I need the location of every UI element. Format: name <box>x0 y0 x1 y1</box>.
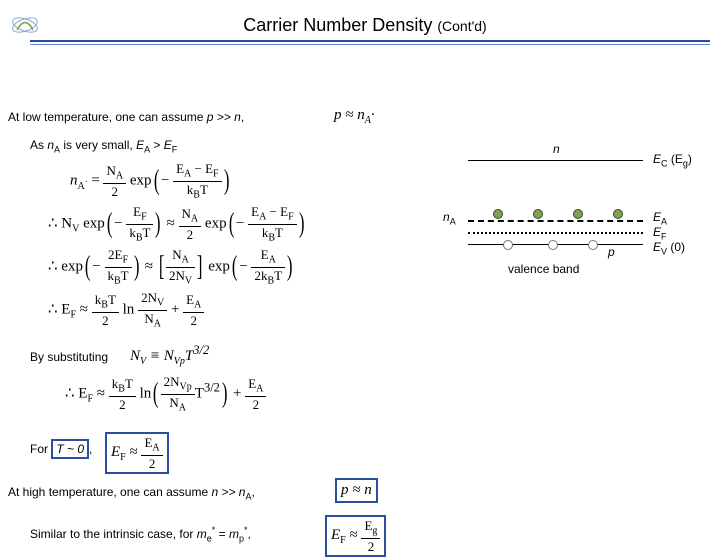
label-EV: EV (0) <box>653 240 685 256</box>
electron-dot <box>613 209 623 219</box>
eq-therefore-NV: ∴ NV exp(− EFkBT) ≈ NA2 exp(− EA − EFkBT… <box>48 205 306 243</box>
label-EC: EC (Eg) <box>653 152 692 168</box>
text-nA-small: As nA is very small, EA > EF <box>30 138 177 154</box>
title-main: Carrier Number Density <box>243 15 432 35</box>
text-for-T0: For T ~ 0, <box>30 442 92 456</box>
eq-EF-substituted: ∴ EF ≈ kBT2 ln(2NVpNAT3/2) + EA2 <box>65 375 266 413</box>
header-rule-2 <box>30 44 710 45</box>
label-nA: nA <box>443 210 456 226</box>
label-p: p <box>608 245 615 259</box>
hole-dot <box>548 240 558 250</box>
eq-EF-boxed: EF ≈ EA2 <box>105 432 169 474</box>
hole-dot <box>588 240 598 250</box>
eq-p-approx-nA: p ≈ nA· <box>330 105 379 128</box>
header-rule-1 <box>30 40 710 42</box>
text-substituting: By substituting <box>30 350 108 364</box>
electron-dot <box>493 209 503 219</box>
slide-header: Carrier Number Density (Cont'd) <box>0 0 720 50</box>
eq-NV-def: NV ≡ NVpT3/2 <box>130 343 209 367</box>
slide-title: Carrier Number Density (Cont'd) <box>50 15 720 36</box>
conduction-band-line <box>468 160 643 161</box>
label-EA: EA <box>653 210 667 226</box>
band-diagram: n nA p valence band EC (Eg) EA EF EV (0) <box>438 150 708 300</box>
label-valence: valence band <box>508 262 579 276</box>
eq-p-approx-n-boxed: p ≈ n <box>335 478 378 503</box>
electron-dot <box>533 209 543 219</box>
eq-therefore-EF: ∴ EF ≈ kBT2 ln 2NVNA + EA2 <box>48 291 204 329</box>
text-low-temp: At low temperature, one can assume p >> … <box>8 110 244 124</box>
acceptor-level-line <box>468 220 643 222</box>
eq-highT-EF-boxed: EF ≈ Eg2 <box>325 515 386 557</box>
title-sub: (Cont'd) <box>437 18 486 34</box>
eq-nA-def: nA· = NA2 exp(− EA − EFkBT) <box>70 162 231 200</box>
text-intrinsic: Similar to the intrinsic case, for me* =… <box>30 525 251 543</box>
eq-therefore-exp: ∴ exp(− 2EFkBT) ≈ [NA2NV] exp(− EA2kBT) <box>48 248 294 286</box>
label-EF: EF <box>653 225 667 241</box>
logo-icon <box>10 10 40 40</box>
hole-dot <box>503 240 513 250</box>
label-n: n <box>553 142 560 156</box>
electron-dot <box>573 209 583 219</box>
text-high-temp: At high temperature, one can assume n >>… <box>8 485 255 501</box>
fermi-level-line <box>468 232 643 234</box>
